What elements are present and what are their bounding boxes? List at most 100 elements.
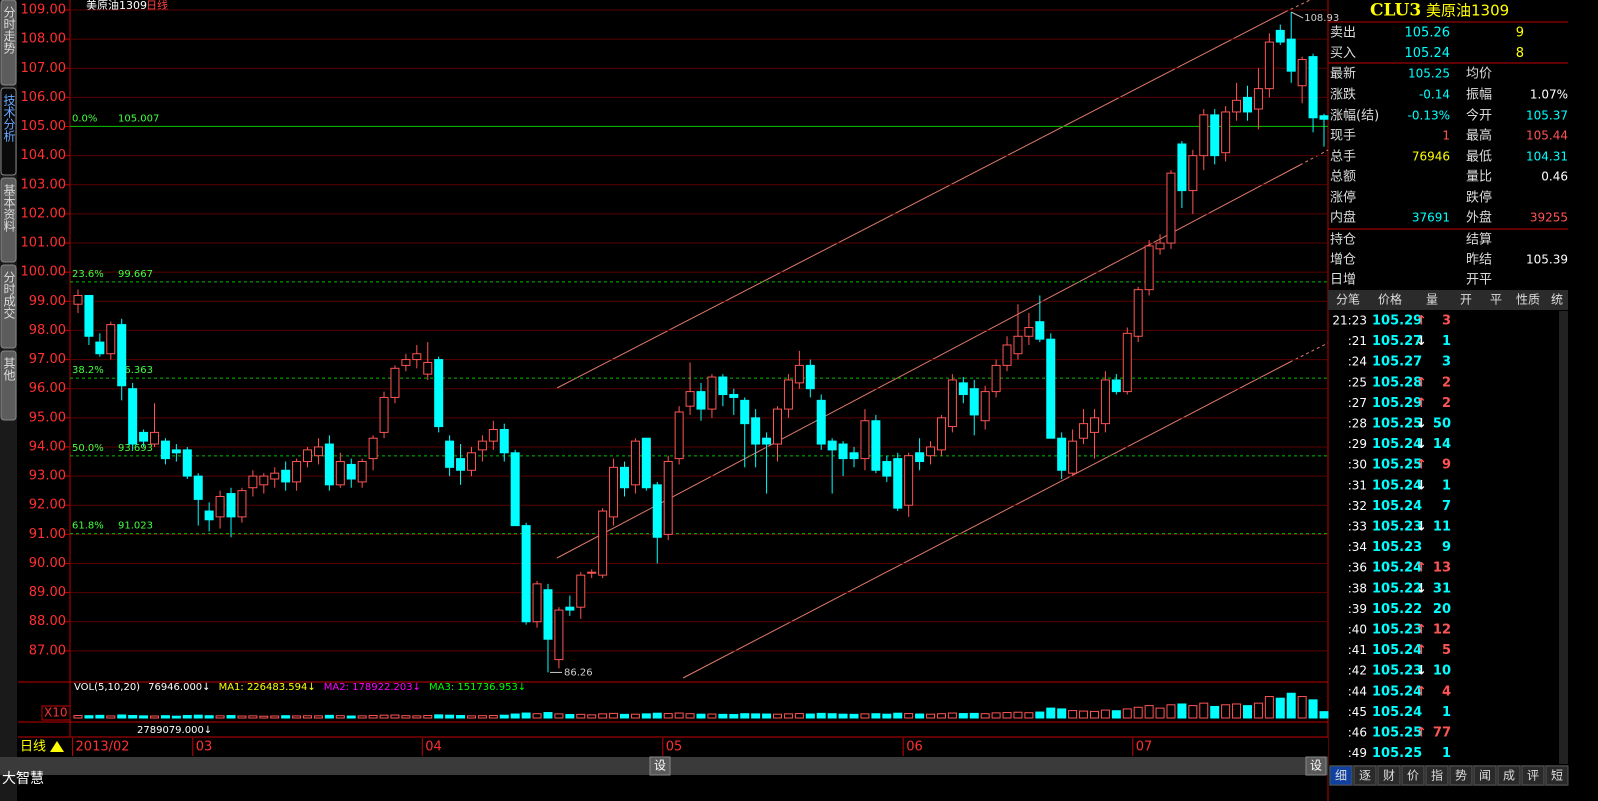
sidebar-tab[interactable]: [0, 264, 17, 349]
volume-bar: [128, 715, 138, 719]
y-tick-label: 98.00: [29, 323, 66, 338]
volume-bar: [1297, 696, 1307, 719]
candle-body: [685, 391, 695, 407]
quote-tab[interactable]: [1545, 765, 1569, 786]
quote-tab[interactable]: [1449, 765, 1473, 786]
volume-legend: VOL(5,10,20): [74, 682, 140, 693]
volume-bar: [554, 713, 564, 719]
trade-price: 105.22: [1372, 602, 1422, 617]
volume-bar: [499, 714, 509, 719]
quote-tab-label: 指: [1431, 768, 1443, 783]
fib-percent: 50.0%: [72, 443, 104, 454]
candle-body: [379, 396, 389, 433]
candle-body: [204, 510, 214, 521]
volume-bar: [357, 715, 367, 719]
y-tick-label: 94.00: [29, 439, 66, 454]
trade-price: 105.24: [1372, 478, 1422, 493]
trade-dir: ↓: [1416, 581, 1427, 596]
book-label: 买入: [1330, 46, 1356, 61]
trade-time: :40: [1348, 623, 1367, 637]
volume-bar: [1210, 705, 1220, 719]
volume-bar: [324, 714, 334, 719]
volume-bar: [1188, 705, 1198, 719]
trade-dir: ↓: [1416, 437, 1427, 452]
trade-time: :34: [1348, 540, 1367, 554]
settings-button[interactable]: [1305, 756, 1327, 776]
trade-price: 105.23: [1372, 664, 1422, 679]
candle-body: [193, 475, 203, 500]
volume-bar: [619, 713, 629, 719]
quote-value: 104.31: [1526, 150, 1568, 164]
sidebar-tab-label: 分时走势: [2, 6, 16, 54]
quote-tab[interactable]: [1377, 765, 1401, 786]
volume-bar: [1144, 705, 1154, 719]
quote-label: 总手: [1330, 150, 1356, 165]
volume-bar: [729, 714, 739, 719]
volume-bar: [947, 712, 957, 719]
quote-tab[interactable]: [1497, 765, 1521, 786]
trade-time: :33: [1348, 520, 1367, 534]
chart-title: 美原油1309: [86, 0, 147, 12]
trade-volume: 10: [1433, 664, 1451, 679]
app-name: 大智慧: [2, 771, 44, 787]
quote-tab[interactable]: [1521, 765, 1545, 786]
candle-body: [160, 440, 170, 460]
sidebar-tab[interactable]: [0, 177, 17, 263]
trade-volume: 12: [1433, 623, 1451, 638]
candle-body: [652, 484, 662, 538]
quote-tab[interactable]: [1473, 765, 1497, 786]
candle-body: [1297, 59, 1307, 87]
candle-body: [882, 461, 892, 477]
volume-bar: [281, 715, 291, 719]
candle-body: [1319, 115, 1329, 120]
quote-tab[interactable]: [1329, 765, 1353, 786]
volume-bar: [412, 715, 422, 719]
quote-tab-label: 评: [1527, 769, 1539, 783]
period-triangle[interactable]: [50, 741, 64, 752]
trade-time: :32: [1348, 499, 1367, 513]
volume-bar: [882, 713, 892, 719]
channel-upper: [556, 11, 1286, 389]
candle-body: [1188, 155, 1198, 192]
quote-label: 增仓: [1330, 253, 1356, 268]
sidebar-tab[interactable]: [0, 0, 17, 86]
y-tick-label: 89.00: [29, 585, 66, 600]
sidebar-tab[interactable]: [0, 350, 17, 421]
quote-label: 外盘: [1466, 210, 1492, 226]
volume-bar: [1002, 712, 1012, 719]
volume-bar: [73, 715, 83, 719]
trade-dir: ↑: [1416, 561, 1427, 576]
trade-header: 量: [1426, 293, 1438, 307]
candle-body: [226, 493, 236, 518]
candle-body: [292, 461, 302, 483]
candle-body: [641, 437, 651, 489]
volume-bar: [718, 713, 728, 719]
volume-bar: [609, 712, 619, 719]
candle-body: [1199, 114, 1209, 157]
quote-code: CLU3: [1370, 1, 1421, 21]
candle-body: [1068, 440, 1078, 474]
volume-bar: [1177, 703, 1187, 719]
trade-price: 105.29: [1372, 396, 1422, 411]
y-tick-label: 97.00: [29, 352, 66, 367]
sidebar-tab[interactable]: [0, 87, 17, 176]
quote-value: -0.14: [1419, 88, 1450, 102]
quote-tab[interactable]: [1425, 765, 1449, 786]
trade-price: 105.24: [1372, 705, 1422, 720]
trade-time: :24: [1348, 355, 1367, 369]
y-tick-label: 103.00: [21, 177, 67, 192]
quote-tab[interactable]: [1353, 765, 1377, 786]
quote-value: 105.37: [1526, 109, 1568, 123]
y-tick-label: 90.00: [29, 556, 66, 571]
trade-time: :44: [1348, 684, 1367, 698]
quote-value: -0.13%: [1408, 109, 1450, 123]
quote-label: 开平: [1466, 273, 1492, 288]
settings-button[interactable]: [649, 756, 671, 776]
candle-body: [456, 458, 466, 471]
quote-tab[interactable]: [1401, 765, 1425, 786]
trade-scrollbar[interactable]: [1559, 311, 1568, 764]
candle-body: [1286, 38, 1296, 72]
candle-body: [182, 449, 192, 477]
candle-body: [510, 452, 520, 527]
candle-body: [1035, 321, 1045, 340]
